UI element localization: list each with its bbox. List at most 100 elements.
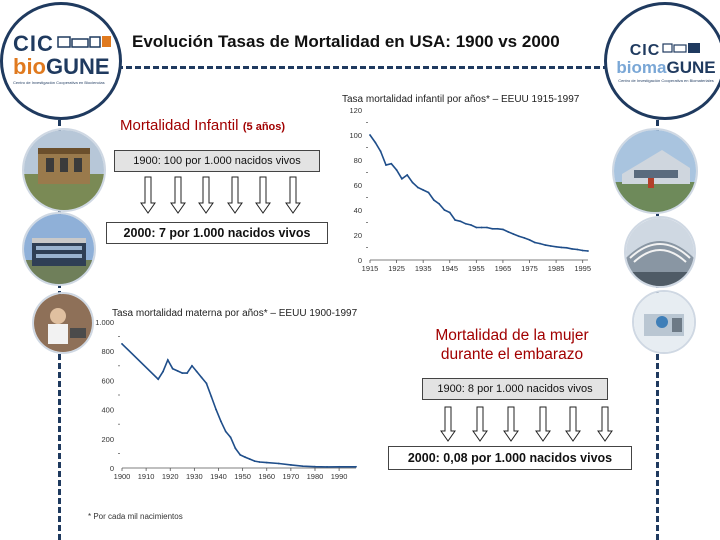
infant-data-point	[523, 236, 526, 239]
maternal-data-point	[248, 458, 251, 460]
infant-data-point	[571, 247, 573, 250]
maternal-data-point	[171, 367, 174, 370]
infant-data-point	[448, 211, 451, 214]
maternal-data-point	[215, 408, 217, 411]
lab-photo	[32, 292, 94, 354]
maternal-data-point	[244, 456, 246, 458]
maternal-data-point	[195, 370, 198, 373]
maternal-data-point	[186, 372, 189, 374]
building-blocks-icon	[57, 33, 113, 56]
infant-data-point	[496, 227, 499, 230]
infant-data-point	[576, 248, 579, 251]
maternal-data-point	[205, 382, 208, 385]
infant-data-point	[581, 249, 584, 252]
infant-2000-box: 2000: 7 por 1.000 nacidos vivos	[106, 222, 328, 244]
maternal-xtick-label: 1990	[331, 472, 348, 481]
maternal-chart-title: Tasa mortalidad materna por años* – EEUU…	[112, 308, 358, 319]
infant-ytick-label: 60	[354, 181, 362, 190]
maternal-data-point	[157, 378, 160, 381]
maternal-xtick-label: 1970	[283, 472, 300, 481]
maternal-ytick-label: 1.000	[95, 318, 114, 327]
lab-equipment-photo	[632, 290, 696, 354]
infant-mortality-chart: 0 20 40 60 80 100 120 1915 1925 1935 1945 1955 1965 1…	[349, 106, 591, 273]
infant-ytick-label: 0	[358, 256, 362, 265]
maternal-1900-box: 1900: 8 por 1.000 nacidos vivos	[422, 378, 608, 400]
building-photo-3	[612, 128, 698, 214]
infant-xtick-label: 1985	[548, 264, 565, 273]
infant-data-point	[517, 235, 520, 238]
infant-data-point	[385, 164, 387, 166]
infant-ytick-label: 120	[349, 106, 362, 115]
infant-data-point	[565, 246, 568, 249]
maternal-data-point	[181, 372, 184, 374]
maternal-2000-box: 2000: 0,08 por 1.000 nacidos vivos	[388, 446, 632, 470]
infant-data-point	[459, 220, 462, 223]
maternal-ytick-label: 600	[101, 376, 114, 385]
infant-data-point	[390, 162, 393, 165]
maternal-data-point	[121, 343, 123, 345]
infant-arrows	[140, 176, 320, 216]
infant-data-point	[438, 202, 441, 205]
infant-data-point	[406, 174, 409, 176]
infant-data-point	[475, 226, 478, 229]
maternal-data-point	[234, 447, 237, 450]
maternal-data-point	[162, 370, 164, 373]
infant-data-point	[401, 177, 403, 180]
cic-biogune-logo: CIC bioGUNE Centro de Investigación Coop…	[0, 2, 122, 120]
maternal-ytick-label: 800	[101, 347, 114, 356]
maternal-data-point	[224, 430, 227, 433]
maternal-arrows	[440, 406, 630, 444]
infant-data-point	[470, 224, 472, 226]
infant-data-point	[555, 245, 557, 248]
infant-data-point	[422, 189, 425, 191]
infant-data-point	[502, 228, 504, 231]
infant-data-point	[539, 242, 542, 245]
infant-data-point	[395, 169, 398, 171]
maternal-data-point	[239, 453, 242, 456]
maternal-mortality-chart: 0 200 400 600 800 1.000 1900 1910 1920 1930 1940 19…	[95, 318, 357, 481]
maternal-data-point	[210, 395, 213, 398]
infant-series-line	[369, 134, 589, 252]
infant-ytick-label: 20	[354, 231, 362, 240]
infant-xtick-label: 1925	[388, 264, 405, 273]
maternal-data-point	[277, 462, 280, 465]
maternal-xtick-label: 1950	[234, 472, 251, 481]
infant-data-point	[416, 186, 419, 189]
maternal-data-point	[302, 465, 304, 468]
infant-data-point	[512, 233, 515, 236]
infant-data-point	[432, 199, 435, 201]
maternal-data-point	[253, 460, 256, 463]
infant-data-point	[486, 226, 488, 229]
infant-data-point	[549, 245, 552, 247]
maternal-data-point	[191, 364, 193, 367]
maternal-data-point	[289, 464, 292, 466]
maternal-data-point	[326, 465, 328, 468]
maternal-ytick-label: 200	[101, 435, 114, 444]
building-photo-2	[22, 212, 96, 286]
maternal-data-point	[200, 376, 203, 379]
infant-chart-title: Tasa mortalidad infantil por años* – EEU…	[342, 94, 580, 105]
infant-xtick-label: 1995	[574, 264, 591, 273]
infant-data-point	[491, 227, 494, 230]
down-arrows-icon	[440, 406, 613, 442]
maternal-data-point	[338, 465, 341, 468]
infant-ytick-label: 80	[354, 156, 362, 165]
maternal-xtick-label: 1900	[114, 472, 131, 481]
infant-data-point	[464, 222, 467, 225]
maternal-data-point	[176, 370, 179, 372]
infant-ytick-label: 100	[349, 131, 362, 140]
maternal-ytick-label: 0	[110, 464, 114, 473]
maternal-data-point	[265, 461, 268, 464]
infant-data-point	[379, 150, 382, 153]
infant-data-point	[480, 226, 483, 229]
frame-top-line	[108, 66, 618, 69]
infant-data-point	[587, 250, 589, 252]
infant-xtick-label: 1935	[415, 264, 432, 273]
infant-xtick-label: 1955	[468, 264, 485, 273]
maternal-heading: Mortalidad de la mujer durante el embara…	[435, 327, 589, 363]
maternal-xtick-label: 1960	[258, 472, 275, 481]
maternal-xtick-label: 1920	[162, 472, 179, 481]
infant-xtick-label: 1965	[495, 264, 512, 273]
down-arrows-icon	[140, 176, 301, 214]
building-blocks-icon	[662, 41, 702, 60]
